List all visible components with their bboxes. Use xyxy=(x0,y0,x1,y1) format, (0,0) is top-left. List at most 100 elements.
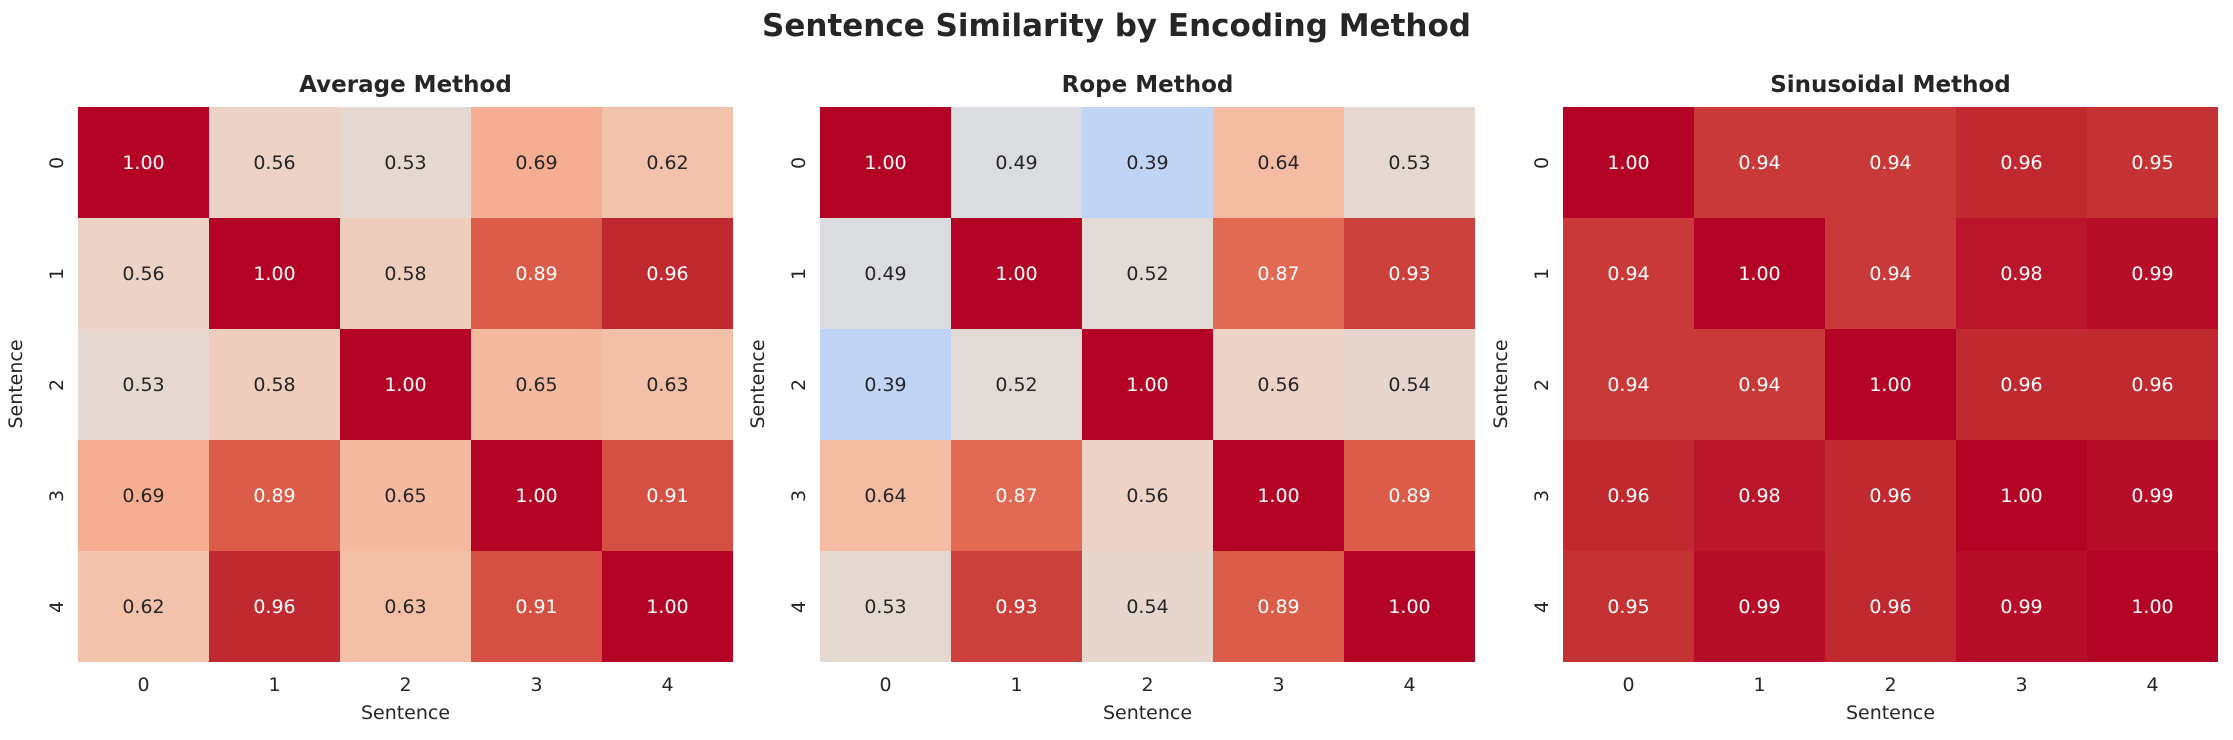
heatmap-cell: 0.91 xyxy=(602,440,733,551)
x-tick-label: 1 xyxy=(268,674,281,696)
x-tick-label: 3 xyxy=(1272,674,1285,696)
heatmap-cell: 0.56 xyxy=(1082,440,1213,551)
heatmap-cell: 0.58 xyxy=(340,218,471,329)
heatmap-cell: 0.89 xyxy=(471,218,602,329)
y-tick-label: 1 xyxy=(788,267,810,280)
heatmap-cell: 0.64 xyxy=(820,440,951,551)
y-tick-label: 4 xyxy=(1531,600,1553,613)
heatmap-cell: 0.96 xyxy=(209,551,340,662)
heatmap-rope: Rope Method 1.00 0.49 0.39 0.64 0.53 0.49 1.00… xyxy=(747,0,1475,740)
heatmap-cell: 0.93 xyxy=(951,551,1082,662)
y-tick-label: 2 xyxy=(46,378,68,391)
heatmap-cell: 0.99 xyxy=(1694,551,1825,662)
x-tick-label: 1 xyxy=(1753,674,1766,696)
heatmap-cell: 0.89 xyxy=(209,440,340,551)
heatmap-cell: 1.00 xyxy=(78,107,209,218)
heatmap-cell: 1.00 xyxy=(1213,440,1344,551)
heatmap-cell: 0.65 xyxy=(340,440,471,551)
heatmap-cell: 0.96 xyxy=(1825,551,1956,662)
heatmap-cell: 0.98 xyxy=(1694,440,1825,551)
heatmap-cell: 1.00 xyxy=(340,329,471,440)
heatmap-cell: 1.00 xyxy=(1825,329,1956,440)
heatmap-cell: 1.00 xyxy=(1344,551,1475,662)
heatmap-cell: 0.69 xyxy=(471,107,602,218)
heatmap-cell: 0.62 xyxy=(78,551,209,662)
x-tick-label: 0 xyxy=(879,674,892,696)
y-tick-label: 4 xyxy=(46,600,68,613)
panel-title: Sinusoidal Method xyxy=(1770,72,2011,98)
heatmap-grid: 1.00 0.94 0.94 0.96 0.95 0.94 1.00 0.94 0.98 0.99… xyxy=(1563,107,2218,662)
x-tick-label: 1 xyxy=(1010,674,1023,696)
heatmap-cell: 0.95 xyxy=(1563,551,1694,662)
y-tick-label: 2 xyxy=(1531,378,1553,391)
heatmap-cell: 0.93 xyxy=(1344,218,1475,329)
heatmap-cell: 0.91 xyxy=(471,551,602,662)
heatmap-cell: 0.96 xyxy=(1825,440,1956,551)
heatmap-cell: 0.58 xyxy=(209,329,340,440)
heatmap-cell: 1.00 xyxy=(1956,440,2087,551)
heatmap-cell: 0.56 xyxy=(1213,329,1344,440)
heatmap-cell: 1.00 xyxy=(602,551,733,662)
heatmap-cell: 0.99 xyxy=(1956,551,2087,662)
x-tick-label: 2 xyxy=(1884,674,1897,696)
heatmap-cell: 0.53 xyxy=(1344,107,1475,218)
heatmap-cell: 0.96 xyxy=(1956,329,2087,440)
heatmap-cell: 0.62 xyxy=(602,107,733,218)
x-axis-label: Sentence xyxy=(360,702,451,724)
y-tick-label: 1 xyxy=(1531,267,1553,280)
heatmap-cell: 0.54 xyxy=(1344,329,1475,440)
heatmap-cell: 0.63 xyxy=(340,551,471,662)
heatmap-average: Average Method 1.00 0.56 0.53 0.69 0.62 0.56 1… xyxy=(5,0,733,740)
heatmap-cell: 0.96 xyxy=(1956,107,2087,218)
y-tick-label: 4 xyxy=(788,600,810,613)
heatmap-cell: 0.49 xyxy=(951,107,1082,218)
x-axis-label: Sentence xyxy=(1845,702,1936,724)
heatmap-cell: 0.63 xyxy=(602,329,733,440)
panel-title: Average Method xyxy=(299,72,512,98)
heatmap-cell: 0.98 xyxy=(1956,218,2087,329)
heatmap-cell: 0.89 xyxy=(1213,551,1344,662)
y-tick-label: 3 xyxy=(788,489,810,502)
x-tick-label: 3 xyxy=(530,674,543,696)
heatmap-cell: 1.00 xyxy=(471,440,602,551)
x-tick-label: 4 xyxy=(2146,674,2159,696)
heatmap-grid: 1.00 0.49 0.39 0.64 0.53 0.49 1.00 0.52 0.87 0.93… xyxy=(820,107,1475,662)
heatmap-cell: 0.64 xyxy=(1213,107,1344,218)
heatmap-grid: 1.00 0.56 0.53 0.69 0.62 0.56 1.00 0.58 0.89 0.96… xyxy=(78,107,733,662)
heatmap-cell: 0.96 xyxy=(2087,329,2218,440)
heatmap-cell: 0.99 xyxy=(2087,218,2218,329)
heatmap-cell: 0.39 xyxy=(820,329,951,440)
y-tick-label: 0 xyxy=(46,156,68,169)
heatmap-cell: 0.54 xyxy=(1082,551,1213,662)
figure-title: Sentence Similarity by Encoding Method xyxy=(762,8,1471,44)
heatmap-cell: 0.94 xyxy=(1694,107,1825,218)
x-tick-label: 4 xyxy=(1403,674,1416,696)
heatmap-cell: 1.00 xyxy=(820,107,951,218)
heatmap-cell: 1.00 xyxy=(1082,329,1213,440)
heatmap-cell: 0.94 xyxy=(1825,218,1956,329)
heatmap-cell: 0.87 xyxy=(951,440,1082,551)
x-tick-label: 4 xyxy=(661,674,674,696)
heatmap-cell: 0.65 xyxy=(471,329,602,440)
heatmap-cell: 0.94 xyxy=(1563,329,1694,440)
heatmap-cell: 0.96 xyxy=(1563,440,1694,551)
heatmap-cell: 1.00 xyxy=(1563,107,1694,218)
x-axis-label: Sentence xyxy=(1102,702,1193,724)
y-tick-label: 0 xyxy=(788,156,810,169)
heatmap-cell: 0.53 xyxy=(820,551,951,662)
heatmap-cell: 0.56 xyxy=(78,218,209,329)
x-tick-label: 2 xyxy=(1141,674,1154,696)
heatmap-cell: 0.53 xyxy=(340,107,471,218)
x-tick-label: 0 xyxy=(137,674,150,696)
x-tick-label: 2 xyxy=(399,674,412,696)
heatmap-sinusoidal: Sinusoidal Method 1.00 0.94 0.94 0.96 0.95 0.… xyxy=(1490,0,2218,740)
heatmap-cell: 0.94 xyxy=(1563,218,1694,329)
heatmap-cell: 0.87 xyxy=(1213,218,1344,329)
heatmap-cell: 1.00 xyxy=(1694,218,1825,329)
heatmap-cell: 0.69 xyxy=(78,440,209,551)
heatmap-cell: 0.96 xyxy=(602,218,733,329)
heatmap-cell: 0.94 xyxy=(1825,107,1956,218)
heatmap-cell: 0.53 xyxy=(78,329,209,440)
heatmap-cell: 0.39 xyxy=(1082,107,1213,218)
heatmap-cell: 0.49 xyxy=(820,218,951,329)
